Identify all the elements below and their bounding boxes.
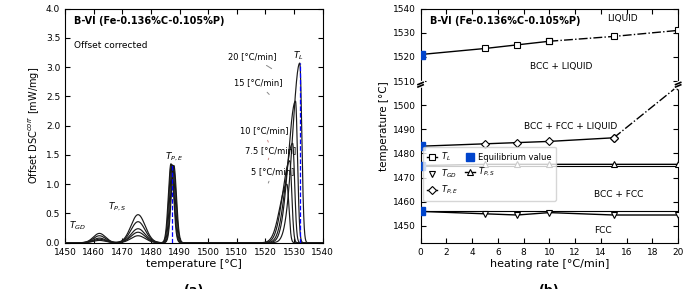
Text: B-VI (Fe-0.136%C-0.105%P): B-VI (Fe-0.136%C-0.105%P) <box>429 16 580 26</box>
Text: Offset corrected: Offset corrected <box>74 41 147 51</box>
Text: 5 [°C/min]: 5 [°C/min] <box>251 167 295 183</box>
Text: $T_{GD}$: $T_{GD}$ <box>69 219 86 232</box>
Text: B-VI (Fe-0.136%C-0.105%P): B-VI (Fe-0.136%C-0.105%P) <box>74 16 225 26</box>
Legend: $T_L$, $T_{GD}$, $T_{P,E}$, Equilibrium value, $T_{P,S}$: $T_L$, $T_{GD}$, $T_{P,E}$, Equilibrium … <box>423 147 556 201</box>
Text: BCC + LIQUID: BCC + LIQUID <box>530 62 593 71</box>
Y-axis label: temperature [°C]: temperature [°C] <box>379 81 388 171</box>
Text: (b): (b) <box>539 284 560 289</box>
X-axis label: temperature [°C]: temperature [°C] <box>146 260 242 269</box>
Text: LIQUID: LIQUID <box>608 14 638 23</box>
Text: $T_{L}$: $T_{L}$ <box>292 49 303 62</box>
Text: 7.5 [°C/min]: 7.5 [°C/min] <box>245 147 297 160</box>
Text: BCC + FCC: BCC + FCC <box>595 190 644 199</box>
Text: $T_{P,E}$: $T_{P,E}$ <box>164 150 183 163</box>
X-axis label: heating rate [°C/min]: heating rate [°C/min] <box>490 260 609 269</box>
Text: (a): (a) <box>184 284 204 289</box>
Text: FCC: FCC <box>595 226 612 235</box>
Text: BCC + FCC + LIQUID: BCC + FCC + LIQUID <box>523 123 617 131</box>
Text: 15 [°C/min]: 15 [°C/min] <box>234 79 282 95</box>
Y-axis label: Offset DSC$^{corr}$ [mW/mg]: Offset DSC$^{corr}$ [mW/mg] <box>27 67 42 184</box>
Text: $T_{P,S}$: $T_{P,S}$ <box>108 201 126 214</box>
Text: 10 [°C/min]: 10 [°C/min] <box>240 126 288 142</box>
Text: 20 [°C/min]: 20 [°C/min] <box>228 52 277 69</box>
